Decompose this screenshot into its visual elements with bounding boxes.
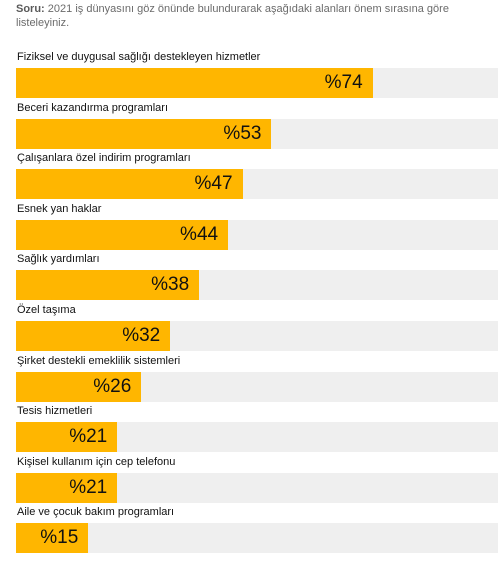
bar-value-label: %32 — [122, 325, 161, 346]
bar: %44 — [16, 219, 229, 250]
category-label: Beceri kazandırma programları — [17, 101, 169, 114]
category-label: Aile ve çocuk bakım programları — [17, 506, 175, 519]
bar-track: %74 — [16, 68, 498, 98]
bar-row: Tesis hizmetleri %21 — [16, 404, 498, 454]
bar-track: %44 — [16, 219, 498, 250]
bar: %53 — [16, 118, 272, 149]
category-label: Kişisel kullanım için cep telefonu — [17, 455, 176, 468]
category-label: Tesis hizmetleri — [17, 405, 93, 418]
category-label: Özel taşıma — [17, 304, 76, 316]
bar-track: %26 — [16, 371, 498, 402]
bar-row: Aile ve çocuk bakım programları %15 — [16, 505, 498, 555]
bar-value-label: %15 — [40, 527, 79, 549]
bar-value-label: %74 — [324, 72, 363, 93]
bar: %15 — [16, 523, 89, 554]
bar-value-label: %53 — [223, 122, 262, 144]
bar-row: Kişisel kullanım için cep telefonu %21 — [16, 455, 498, 505]
bar-row: Fiziksel ve duygusal sağlığı destekleyen… — [16, 50, 498, 100]
bar-chart: Fiziksel ve duygusal sağlığı destekleyen… — [16, 50, 498, 560]
bar-row: Sağlık yardımları %38 — [16, 252, 498, 302]
question-body: 2021 iş dünyasını göz önünde bulundurara… — [16, 3, 449, 29]
bar-track: %32 — [16, 321, 498, 351]
bar-track: %47 — [16, 169, 498, 200]
bar-value-label: %21 — [69, 476, 108, 498]
bar-value-label: %21 — [69, 426, 108, 448]
bar: %38 — [16, 270, 200, 301]
category-label: Fiziksel ve duygusal sağlığı destekleyen… — [17, 51, 261, 63]
bar-row: Esnek yan haklar %44 — [16, 202, 498, 252]
bar-value-label: %26 — [93, 375, 132, 397]
bar: %21 — [16, 472, 118, 503]
question-text: Soru: 2021 iş dünyasını göz önünde bulun… — [16, 2, 486, 30]
bar-row: Çalışanlara özel indirim programları %47 — [16, 151, 498, 201]
bar-track: %21 — [16, 422, 498, 453]
question-label: Soru: — [16, 3, 45, 15]
bar-value-label: %47 — [194, 173, 233, 195]
category-label: Şirket destekli emeklilik sistemleri — [17, 354, 181, 367]
bar-track: %38 — [16, 270, 498, 301]
bar-value-label: %38 — [151, 274, 190, 296]
bar: %47 — [16, 169, 243, 200]
bar-row: Özel taşıma %32 — [16, 303, 498, 353]
category-label: Esnek yan haklar — [17, 202, 102, 215]
bar: %32 — [16, 321, 171, 351]
category-label: Çalışanlara özel indirim programları — [17, 152, 191, 165]
bar-row: Şirket destekli emeklilik sistemleri %26 — [16, 354, 498, 404]
bar: %74 — [16, 68, 373, 98]
bar-value-label: %44 — [180, 223, 219, 245]
bar-track: %15 — [16, 523, 498, 554]
bar: %26 — [16, 371, 142, 402]
bar-track: %21 — [16, 472, 498, 503]
bar-row: Beceri kazandırma programları %53 — [16, 101, 498, 151]
bar-track: %53 — [16, 118, 498, 149]
bar: %21 — [16, 422, 118, 453]
category-label: Sağlık yardımları — [17, 253, 100, 266]
